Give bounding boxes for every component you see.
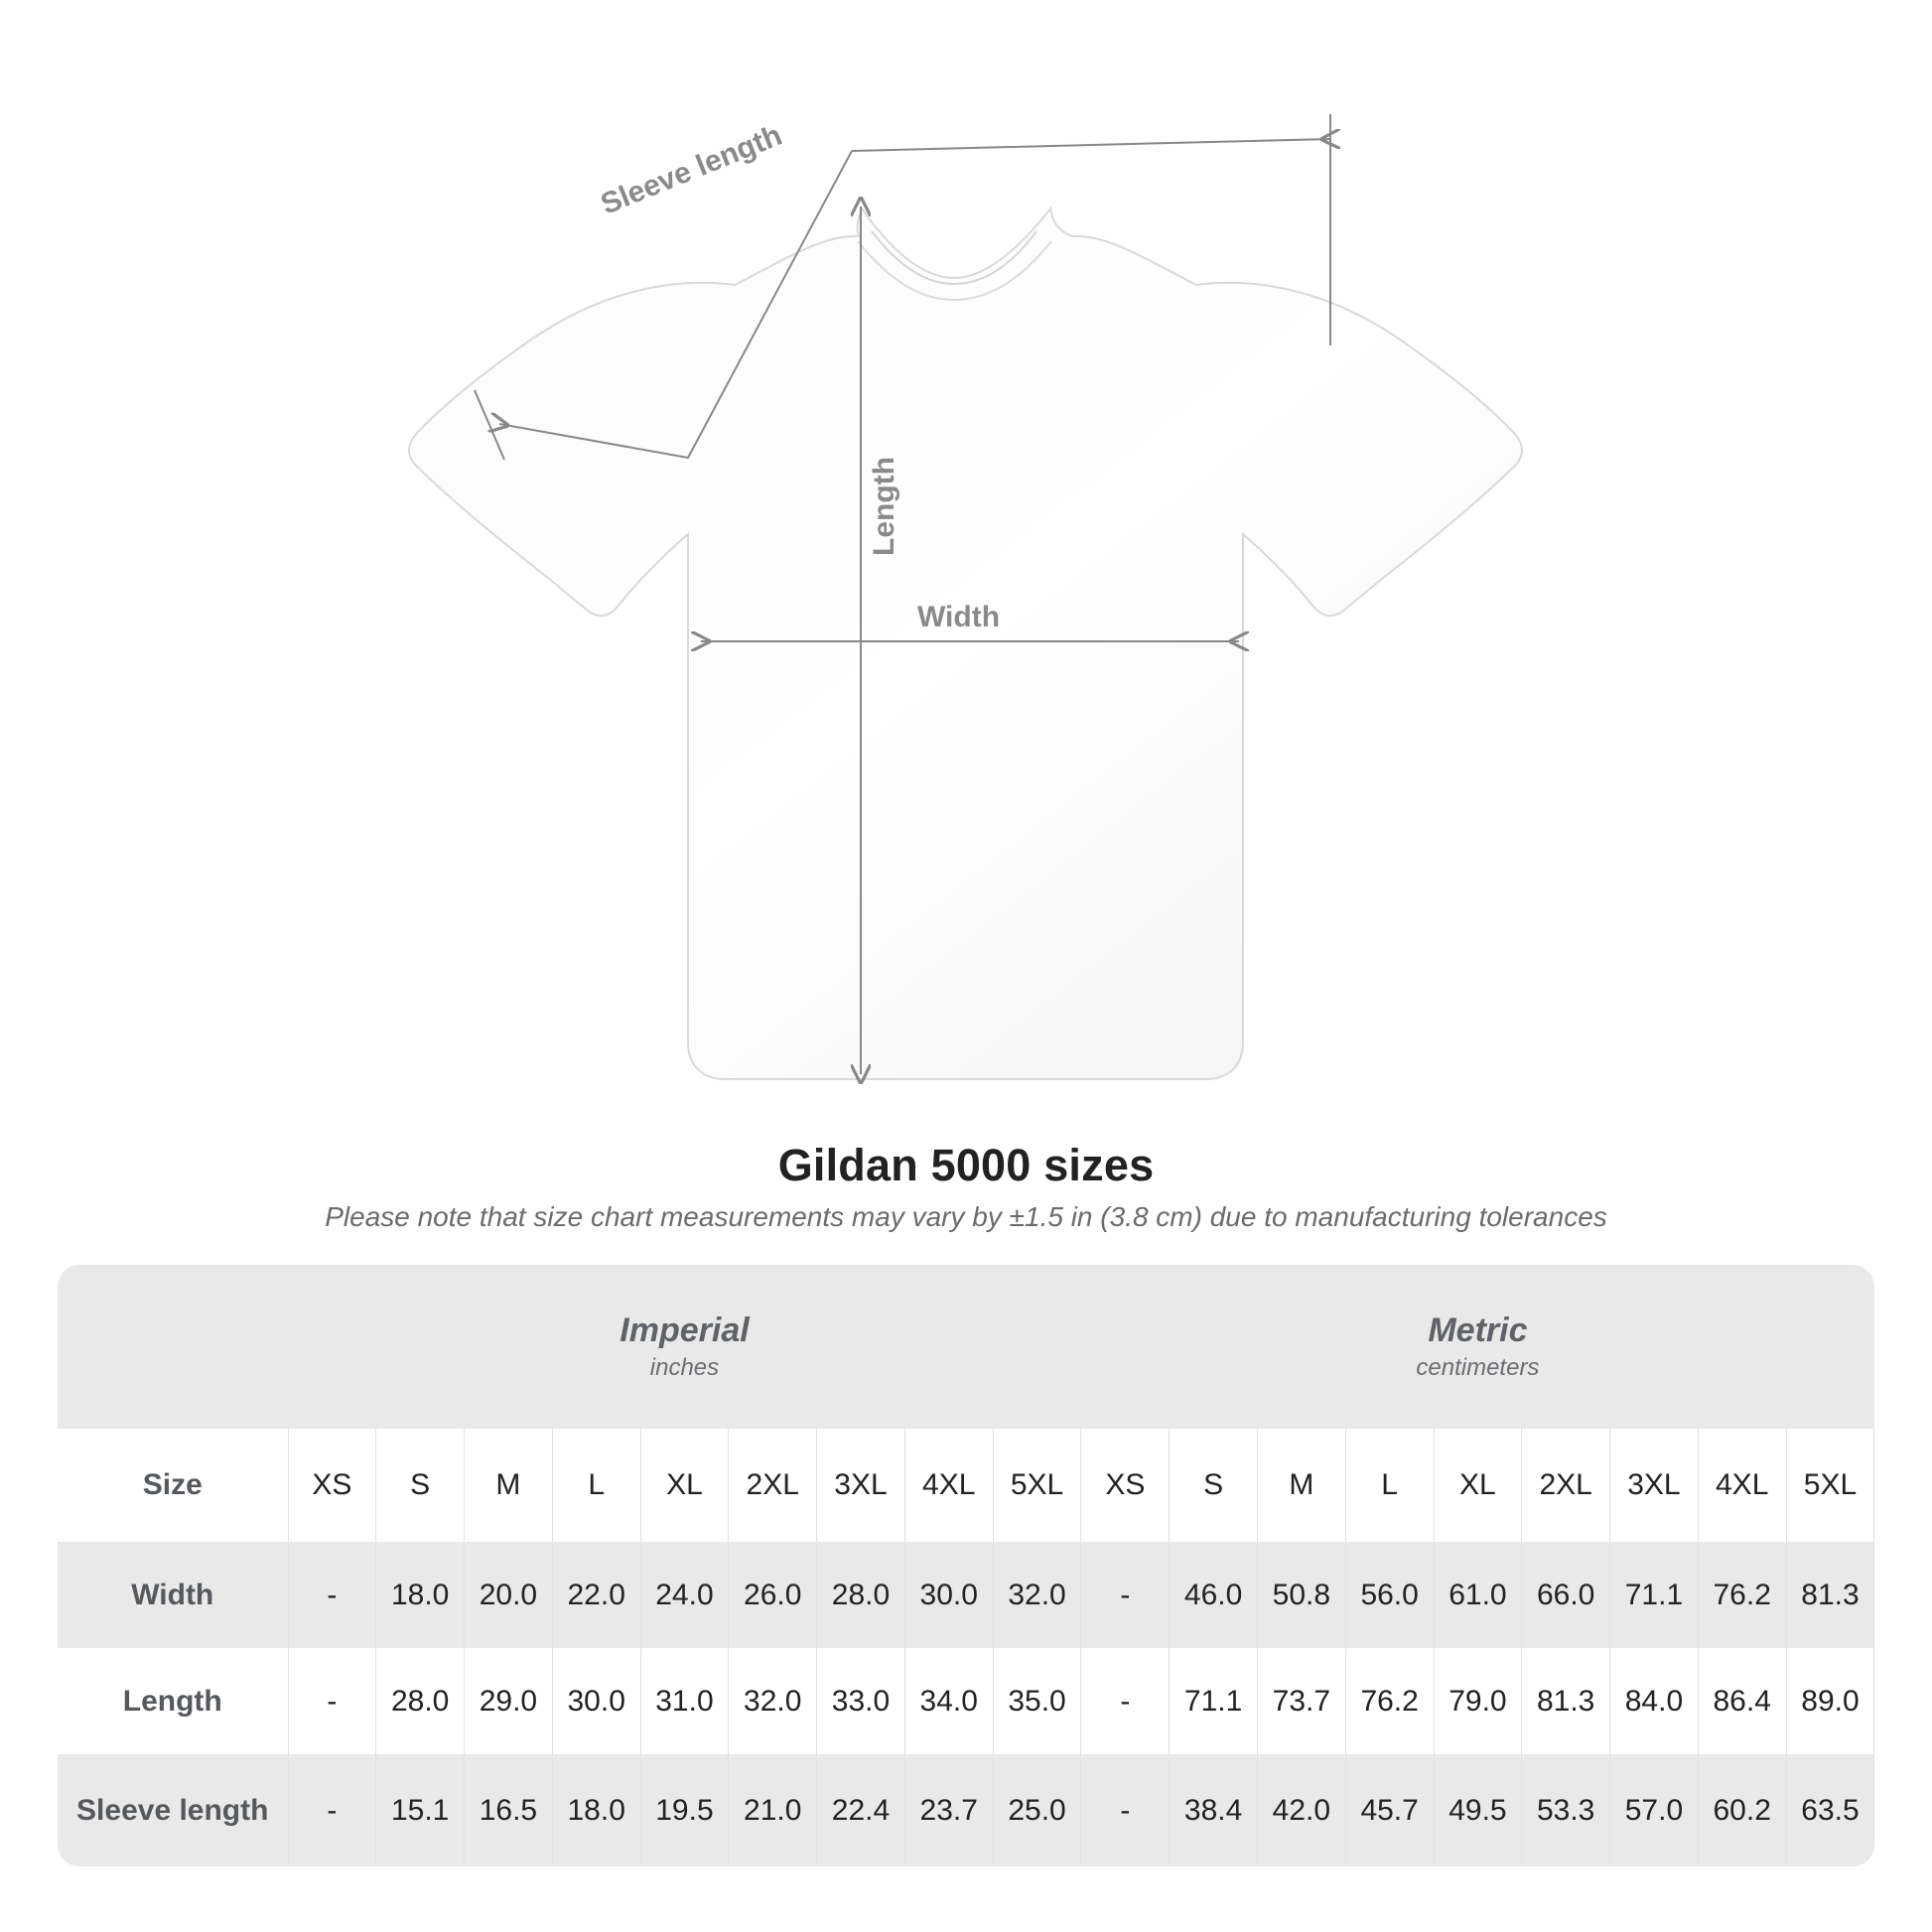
svg-text:Width: Width: [917, 601, 1000, 633]
svg-text:Length: Length: [868, 457, 900, 556]
svg-text:Sleeve length: Sleeve length: [597, 119, 787, 221]
